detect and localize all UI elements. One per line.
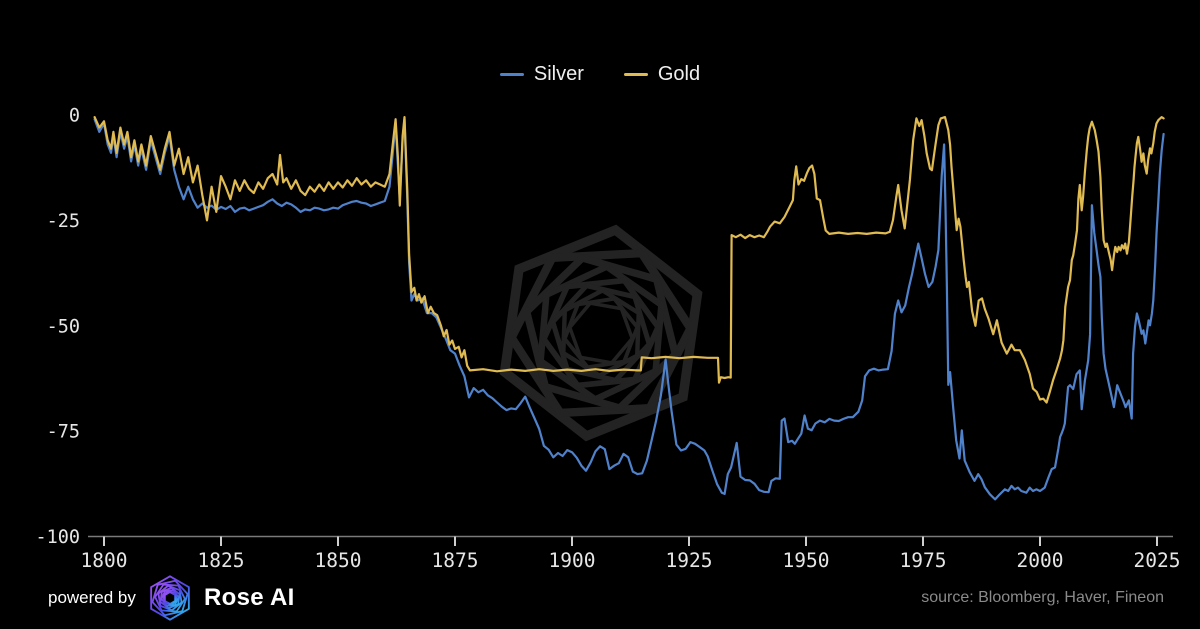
y-tick-label: -75 xyxy=(47,422,80,443)
x-tick-label: 1875 xyxy=(432,549,479,572)
watermark-hexagon xyxy=(549,282,653,384)
x-tick-label: 1975 xyxy=(900,549,947,572)
watermark-hexagon xyxy=(506,248,696,418)
x-tick-label: 1825 xyxy=(198,549,245,572)
logo-hexagon xyxy=(150,575,190,621)
silver-series-line xyxy=(93,118,1165,501)
x-tick-label: 1800 xyxy=(81,549,128,572)
watermark-hexagon xyxy=(561,287,641,379)
y-tick-label: -50 xyxy=(47,316,80,337)
logo-hexagon xyxy=(157,584,183,612)
watermark-hexagon xyxy=(567,301,635,365)
source-text: source: Bloomberg, Haver, Fineon xyxy=(921,589,1164,606)
x-tick-label: 2000 xyxy=(1017,549,1064,572)
legend-label-silver: Silver xyxy=(533,63,584,85)
watermark-logo xyxy=(499,224,703,442)
x-tick-label: 1850 xyxy=(315,549,362,572)
watermark-hexagon xyxy=(537,262,665,404)
logo-hexagon xyxy=(154,583,186,613)
logo-hexagon xyxy=(159,586,181,610)
footer-bar: powered by Rose AI source: Bloomberg, Ha… xyxy=(0,567,1200,629)
rose-ai-logo-icon xyxy=(150,575,190,621)
x-tick-label: 1925 xyxy=(666,549,713,572)
legend-label-gold: Gold xyxy=(657,63,701,85)
y-tick-label: -25 xyxy=(47,211,80,232)
powered-by-text: powered by xyxy=(48,588,136,607)
brand-name[interactable]: Rose AI xyxy=(204,584,295,611)
legend-item-gold[interactable]: Gold xyxy=(623,63,701,86)
logo-hexagon xyxy=(160,589,180,607)
x-tick-label: 1950 xyxy=(783,549,830,572)
silver-line-swatch xyxy=(499,73,524,76)
logo-hexagon xyxy=(163,591,177,605)
gold-line-swatch xyxy=(623,73,648,76)
watermark-hexagon xyxy=(499,224,703,442)
watermark-hexagon xyxy=(562,296,640,370)
x-tick-label: 1900 xyxy=(549,549,596,572)
logo-hexagon xyxy=(162,590,178,606)
gold-series-line xyxy=(93,116,1165,404)
watermark-hexagon xyxy=(522,253,680,413)
logo-hexagon xyxy=(151,579,189,617)
legend: Silver Gold xyxy=(0,63,1200,86)
watermark-hexagon xyxy=(540,277,662,389)
chart-title: Precious Metals Price Drawdown From Peak xyxy=(332,22,868,50)
legend-item-silver[interactable]: Silver xyxy=(499,63,584,86)
x-tick-label: 2025 xyxy=(1134,549,1181,572)
y-tick-label: 0 xyxy=(69,106,80,127)
y-tick-label: -100 xyxy=(35,527,80,548)
